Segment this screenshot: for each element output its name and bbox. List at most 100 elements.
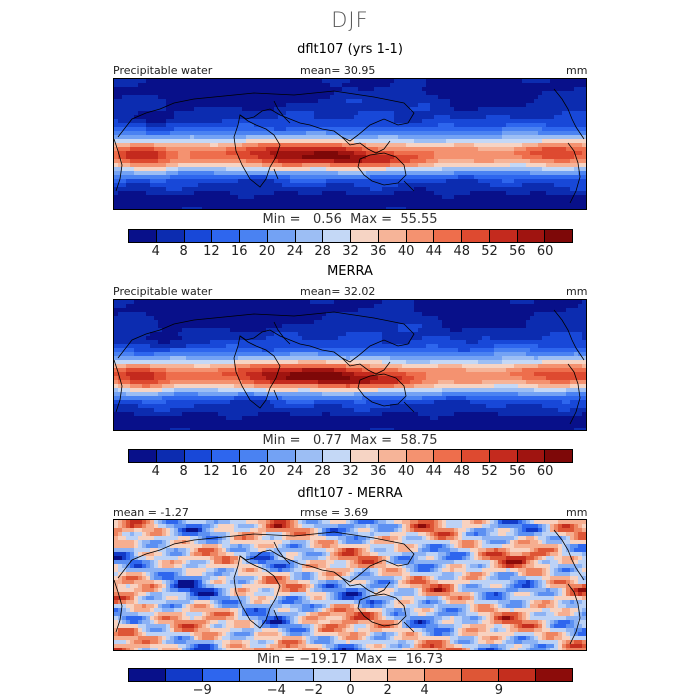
colorbar-tick-label: 48 (453, 464, 471, 479)
panel-2-map (113, 299, 587, 431)
colorbar-segment (184, 450, 213, 462)
colorbar-tick-label: 4 (420, 683, 429, 698)
colorbar-tick-label: 20 (258, 464, 276, 479)
colorbar-tick-label: −4 (266, 683, 286, 698)
colorbar-tick-label: 36 (370, 464, 387, 479)
colorbar-segment (323, 230, 351, 242)
colorbar-segment (378, 230, 407, 242)
colorbar-tick-label: −9 (192, 683, 212, 698)
colorbar-tick-label: 2 (383, 683, 392, 698)
colorbar-tick-label: 56 (509, 244, 526, 259)
colorbar-tick-label: 28 (314, 464, 331, 479)
colorbar-segment (240, 669, 277, 681)
panel-3-colorbar-ticks: −9 −4 −2 0 2 4 9 (128, 683, 573, 699)
colorbar-segment (323, 450, 351, 462)
colorbar-segment (517, 230, 546, 242)
colorbar-tick-label: 8 (179, 464, 188, 479)
colorbar-segment (129, 230, 157, 242)
colorbar-segment (156, 450, 185, 462)
colorbar-tick-label: 16 (230, 244, 248, 259)
colorbar-segment (277, 669, 314, 681)
panel-3-title: dflt107 - MERRA (297, 486, 403, 501)
panel-1-minmax: Min = 0.56 Max = 55.55 (262, 212, 438, 227)
panel-1-mean: mean= 30.95 (300, 64, 376, 77)
colorbar-segment (388, 669, 425, 681)
panel-3-mean: mean = -1.27 (113, 506, 189, 519)
colorbar-segment (156, 230, 185, 242)
colorbar-segment (462, 450, 490, 462)
colorbar-segment (240, 450, 268, 462)
colorbar-segment (212, 230, 240, 242)
colorbar-tick-label: 32 (342, 244, 359, 259)
panel-3-colorbar (128, 668, 573, 682)
colorbar-tick-label: 9 (494, 683, 503, 698)
colorbar-segment (240, 230, 268, 242)
colorbar-segment (545, 230, 572, 242)
panel-2-colorbar-ticks: 4 8 12 16 20 24 28 32 36 40 44 48 52 56 60 (128, 464, 573, 480)
colorbar-tick-label: 44 (425, 464, 443, 479)
panel-1-unit: mm (566, 64, 588, 77)
panel-1-colorbar-ticks: 4 8 12 16 20 24 28 32 36 40 44 48 52 56 60 (128, 244, 573, 260)
colorbar-segment (166, 669, 203, 681)
colorbar-tick-label: 4 (151, 244, 160, 259)
panel-2-minmax: Min = 0.77 Max = 58.75 (262, 433, 438, 448)
panel-2-colorbar (128, 449, 573, 463)
colorbar-segment (267, 450, 296, 462)
panel-3-minmax: Min = −19.17 Max = 16.73 (257, 652, 443, 667)
panel-2-unit: mm (566, 285, 588, 298)
colorbar-tick-label: 24 (286, 464, 304, 479)
colorbar-tick-label: 0 (346, 683, 355, 698)
colorbar-tick-label: 16 (230, 464, 248, 479)
colorbar-tick-label: 60 (536, 244, 554, 259)
colorbar-segment (314, 669, 351, 681)
colorbar-segment (536, 669, 572, 681)
colorbar-segment (462, 669, 499, 681)
panel-2-variable-label: Precipitable water (113, 285, 213, 298)
colorbar-segment (545, 450, 572, 462)
colorbar-segment (129, 669, 166, 681)
colorbar-segment (378, 450, 407, 462)
colorbar-tick-label: 12 (203, 464, 220, 479)
colorbar-tick-label: 24 (286, 244, 304, 259)
panel-1-map (113, 78, 587, 210)
panel-3-map (113, 519, 587, 651)
colorbar-segment (351, 230, 379, 242)
colorbar-segment (434, 450, 462, 462)
colorbar-tick-label: 20 (258, 244, 276, 259)
colorbar-segment (489, 450, 518, 462)
colorbar-segment (462, 230, 490, 242)
colorbar-tick-label: 40 (397, 464, 415, 479)
colorbar-tick-label: 28 (314, 244, 331, 259)
colorbar-segment (499, 669, 536, 681)
panel-1-colorbar (128, 229, 573, 243)
colorbar-segment (129, 450, 157, 462)
colorbar-tick-label: 8 (179, 244, 188, 259)
colorbar-segment (351, 450, 379, 462)
colorbar-segment (489, 230, 518, 242)
colorbar-segment (267, 230, 296, 242)
panel-2-title: MERRA (327, 264, 373, 279)
colorbar-segment (212, 450, 240, 462)
colorbar-tick-label: 32 (342, 464, 359, 479)
panel-3-unit: mm (566, 506, 588, 519)
colorbar-tick-label: 40 (397, 244, 415, 259)
panel-2-mean: mean= 32.02 (300, 285, 376, 298)
colorbar-segment (517, 450, 546, 462)
colorbar-tick-label: 4 (151, 464, 160, 479)
panel-1-title: dflt107 (yrs 1-1) (297, 42, 403, 57)
colorbar-tick-label: 48 (453, 244, 471, 259)
colorbar-tick-label: 12 (203, 244, 220, 259)
panel-1-variable-label: Precipitable water (113, 64, 213, 77)
colorbar-tick-label: 60 (536, 464, 554, 479)
colorbar-segment (295, 450, 324, 462)
colorbar-segment (184, 230, 213, 242)
colorbar-segment (203, 669, 240, 681)
colorbar-segment (406, 450, 435, 462)
colorbar-tick-label: 36 (370, 244, 387, 259)
season-title: DJF (331, 8, 369, 32)
colorbar-tick-label: −2 (303, 683, 323, 698)
colorbar-segment (425, 669, 462, 681)
panel-3-rmse: rmse = 3.69 (300, 506, 369, 519)
colorbar-segment (295, 230, 324, 242)
colorbar-tick-label: 56 (509, 464, 526, 479)
